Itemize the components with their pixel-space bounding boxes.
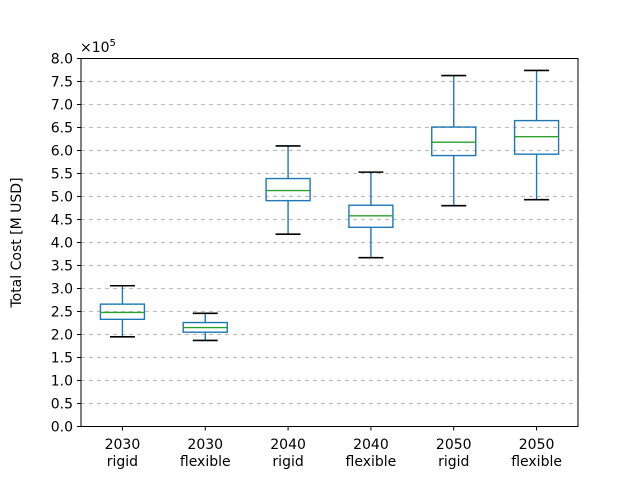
y-tick-label: 1.5 — [51, 351, 73, 367]
y-tick-label: 2.0 — [51, 328, 73, 344]
x-tick-label-year: 2040 — [270, 437, 306, 453]
y-tick-label: 5.5 — [51, 167, 73, 183]
boxplot-group-2030-flexible — [182, 312, 228, 342]
boxplot-group-2050-rigid — [431, 74, 477, 207]
boxplot-group-2030-rigid — [99, 284, 146, 338]
y-tick-label: 6.5 — [51, 121, 73, 137]
y-axis-label: Total Cost [M USD] — [9, 177, 25, 308]
y-tick-label: 0.0 — [51, 420, 73, 436]
x-tick-label-year: 2030 — [105, 437, 141, 453]
box — [431, 126, 477, 157]
y-tick-label: 3.0 — [51, 282, 73, 298]
x-tick-label-scenario: flexible — [180, 454, 231, 470]
y-tick-label: 2.5 — [51, 305, 73, 321]
x-tick-label-scenario: rigid — [107, 454, 138, 470]
y-tick-label: 0.5 — [51, 397, 73, 413]
x-tick-label-scenario: flexible — [346, 454, 397, 470]
y-tick-label: 7.5 — [51, 75, 73, 91]
y-tick-label: 4.5 — [51, 213, 73, 229]
boxplot-series — [99, 69, 560, 342]
plot-border — [80, 58, 579, 427]
box — [265, 177, 311, 202]
x-tick-label-scenario: rigid — [438, 454, 469, 470]
y-tick-label: 8.0 — [51, 52, 73, 68]
boxplot-group-2040-flexible — [348, 171, 394, 259]
y-tick-label: 5.0 — [51, 190, 73, 206]
x-tick-label-year: 2050 — [519, 437, 555, 453]
y-axis-offset-text: ×105 — [80, 38, 116, 56]
y-tick-label: 1.0 — [51, 374, 73, 390]
boxplot-group-2040-rigid — [265, 145, 311, 236]
x-tick-label-scenario: flexible — [511, 454, 562, 470]
x-tick-label-year: 2030 — [187, 437, 223, 453]
axes-ticks: 0.0 0.5 1.0 1.5 2.0 2.5 3.0 3.5 4.0 4.5 5.0 5.5 6.0 6… — [51, 52, 579, 470]
y-tick-label: 3.5 — [51, 259, 73, 275]
x-tick-label-scenario: rigid — [272, 454, 303, 470]
y-tick-label: 7.0 — [51, 98, 73, 114]
x-tick-label-year: 2040 — [353, 437, 389, 453]
y-tick-label: 6.0 — [51, 144, 73, 160]
boxplot-group-2050-flexible — [513, 69, 560, 201]
y-tick-label: 4.0 — [51, 236, 73, 252]
x-tick-label-year: 2050 — [436, 437, 472, 453]
gridlines — [81, 58, 578, 427]
